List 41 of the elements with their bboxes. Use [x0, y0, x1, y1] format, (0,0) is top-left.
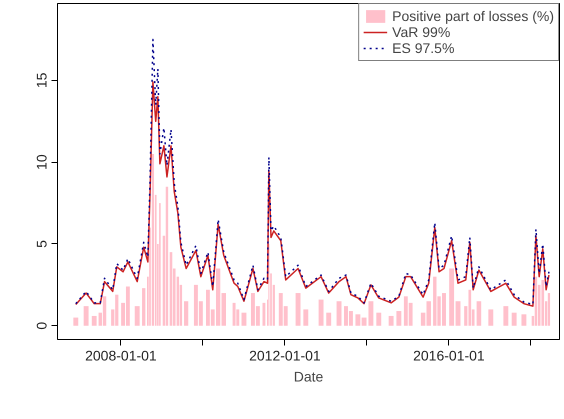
- bar: [166, 186, 168, 326]
- y-tick-label: 15: [34, 72, 50, 88]
- bar: [241, 312, 246, 326]
- bar: [326, 312, 332, 326]
- x-axis-title: Date: [294, 368, 324, 384]
- legend-label: Positive part of losses (%): [392, 8, 554, 24]
- bar: [376, 312, 382, 326]
- bar: [503, 306, 508, 326]
- bar: [336, 301, 342, 326]
- bar: [488, 309, 494, 326]
- bar: [534, 276, 538, 326]
- bar: [92, 316, 97, 326]
- bar: [84, 306, 89, 326]
- bar: [262, 302, 266, 326]
- bar: [318, 300, 324, 326]
- bar: [468, 290, 472, 326]
- bar: [134, 306, 140, 326]
- bar: [232, 302, 236, 326]
- y-tick-label: 0: [34, 322, 50, 330]
- bar: [368, 301, 374, 326]
- bar: [303, 309, 308, 326]
- legend-label: VaR 99%: [392, 24, 450, 40]
- bar: [296, 293, 301, 326]
- bar: [476, 301, 482, 326]
- bar: [388, 316, 394, 326]
- x-tick-label: 2012-01-01: [249, 348, 321, 364]
- bar: [521, 314, 526, 326]
- bar: [184, 301, 188, 326]
- line-series: [75, 38, 550, 306]
- bar: [115, 294, 118, 326]
- bar: [396, 311, 402, 326]
- bar: [548, 293, 550, 326]
- x-tick-label: 2008-01-01: [85, 348, 157, 364]
- line-series: [75, 81, 550, 307]
- bar: [512, 312, 517, 326]
- bar: [541, 280, 544, 326]
- bar: [73, 318, 78, 326]
- y-tick-label: 5: [34, 240, 50, 248]
- legend-label: ES 97.5%: [392, 40, 454, 56]
- y-tick-label: 10: [34, 154, 50, 170]
- x-tick-label: 2016-01-01: [413, 348, 485, 364]
